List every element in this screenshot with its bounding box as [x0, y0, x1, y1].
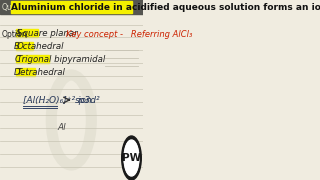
Circle shape [122, 136, 141, 180]
Text: C: C [14, 55, 20, 64]
Circle shape [124, 140, 140, 176]
Text: Tetrahedral: Tetrahedral [17, 68, 66, 76]
Text: [Al(H₂O)₆]⁺² ion: [Al(H₂O)₆]⁺² ion [23, 96, 92, 105]
Bar [17, 29, 38, 37]
Text: Octahedral: Octahedral [17, 42, 64, 51]
Bar [17, 68, 35, 76]
Text: Square planar: Square planar [17, 28, 77, 37]
Text: A: A [14, 28, 20, 37]
Text: Al: Al [58, 123, 67, 132]
Text: B: B [14, 42, 20, 51]
Text: Key concept -   Referring AlCl₃: Key concept - Referring AlCl₃ [66, 30, 192, 39]
Text: sp3d²: sp3d² [75, 96, 100, 105]
Text: Aluminium chloride in acidified aqueous solution forms an ion having geometry: Aluminium chloride in acidified aqueous … [11, 3, 320, 12]
Bar [11, 1, 132, 13]
Bar [17, 55, 50, 63]
Text: D: D [14, 68, 21, 76]
Bar [17, 42, 33, 50]
Text: Que.: Que. [1, 3, 19, 12]
Text: PW: PW [122, 153, 141, 163]
Text: Trigonal bipyramidal: Trigonal bipyramidal [17, 55, 105, 64]
Bar [0, 0, 143, 14]
Text: Option.: Option. [1, 30, 29, 39]
